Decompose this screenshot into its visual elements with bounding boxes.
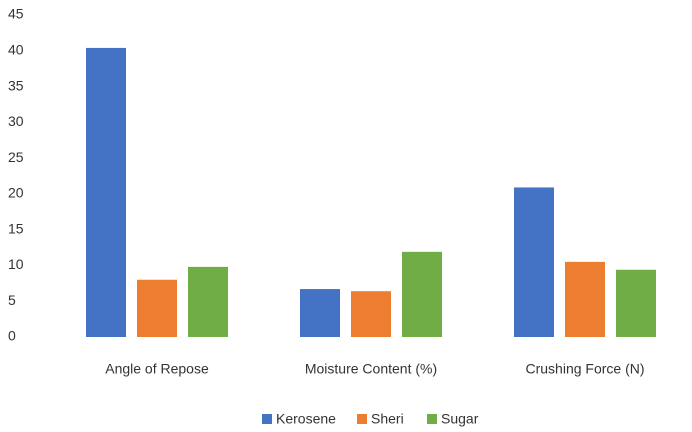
- bar: [300, 289, 340, 337]
- y-tick-label: 15: [8, 220, 24, 236]
- legend-swatch: [262, 414, 272, 424]
- bar: [565, 261, 605, 337]
- y-tick-label: 45: [8, 6, 24, 22]
- bar: [616, 269, 656, 337]
- legend-label: Sheri: [371, 411, 404, 427]
- y-tick-label: 5: [8, 292, 16, 308]
- y-tick-label: 25: [8, 149, 24, 165]
- y-tick-label: 30: [8, 113, 24, 129]
- y-tick-label: 35: [8, 77, 24, 93]
- x-tick-label: Moisture Content (%): [305, 361, 437, 377]
- legend-label: Sugar: [441, 411, 479, 427]
- bar: [188, 266, 228, 337]
- y-tick-label: 20: [8, 185, 24, 201]
- bar: [514, 187, 554, 337]
- bar: [351, 291, 391, 337]
- bar: [137, 279, 177, 337]
- legend-label: Kerosene: [276, 411, 336, 427]
- bar: [402, 251, 442, 337]
- x-tick-label: Angle of Repose: [105, 361, 209, 377]
- y-tick-label: 40: [8, 41, 24, 57]
- bar: [86, 47, 126, 337]
- y-tick-label: 0: [8, 328, 16, 344]
- legend-swatch: [427, 414, 437, 424]
- legend-swatch: [357, 414, 367, 424]
- x-tick-label: Crushing Force (N): [525, 361, 644, 377]
- y-tick-label: 10: [8, 256, 24, 272]
